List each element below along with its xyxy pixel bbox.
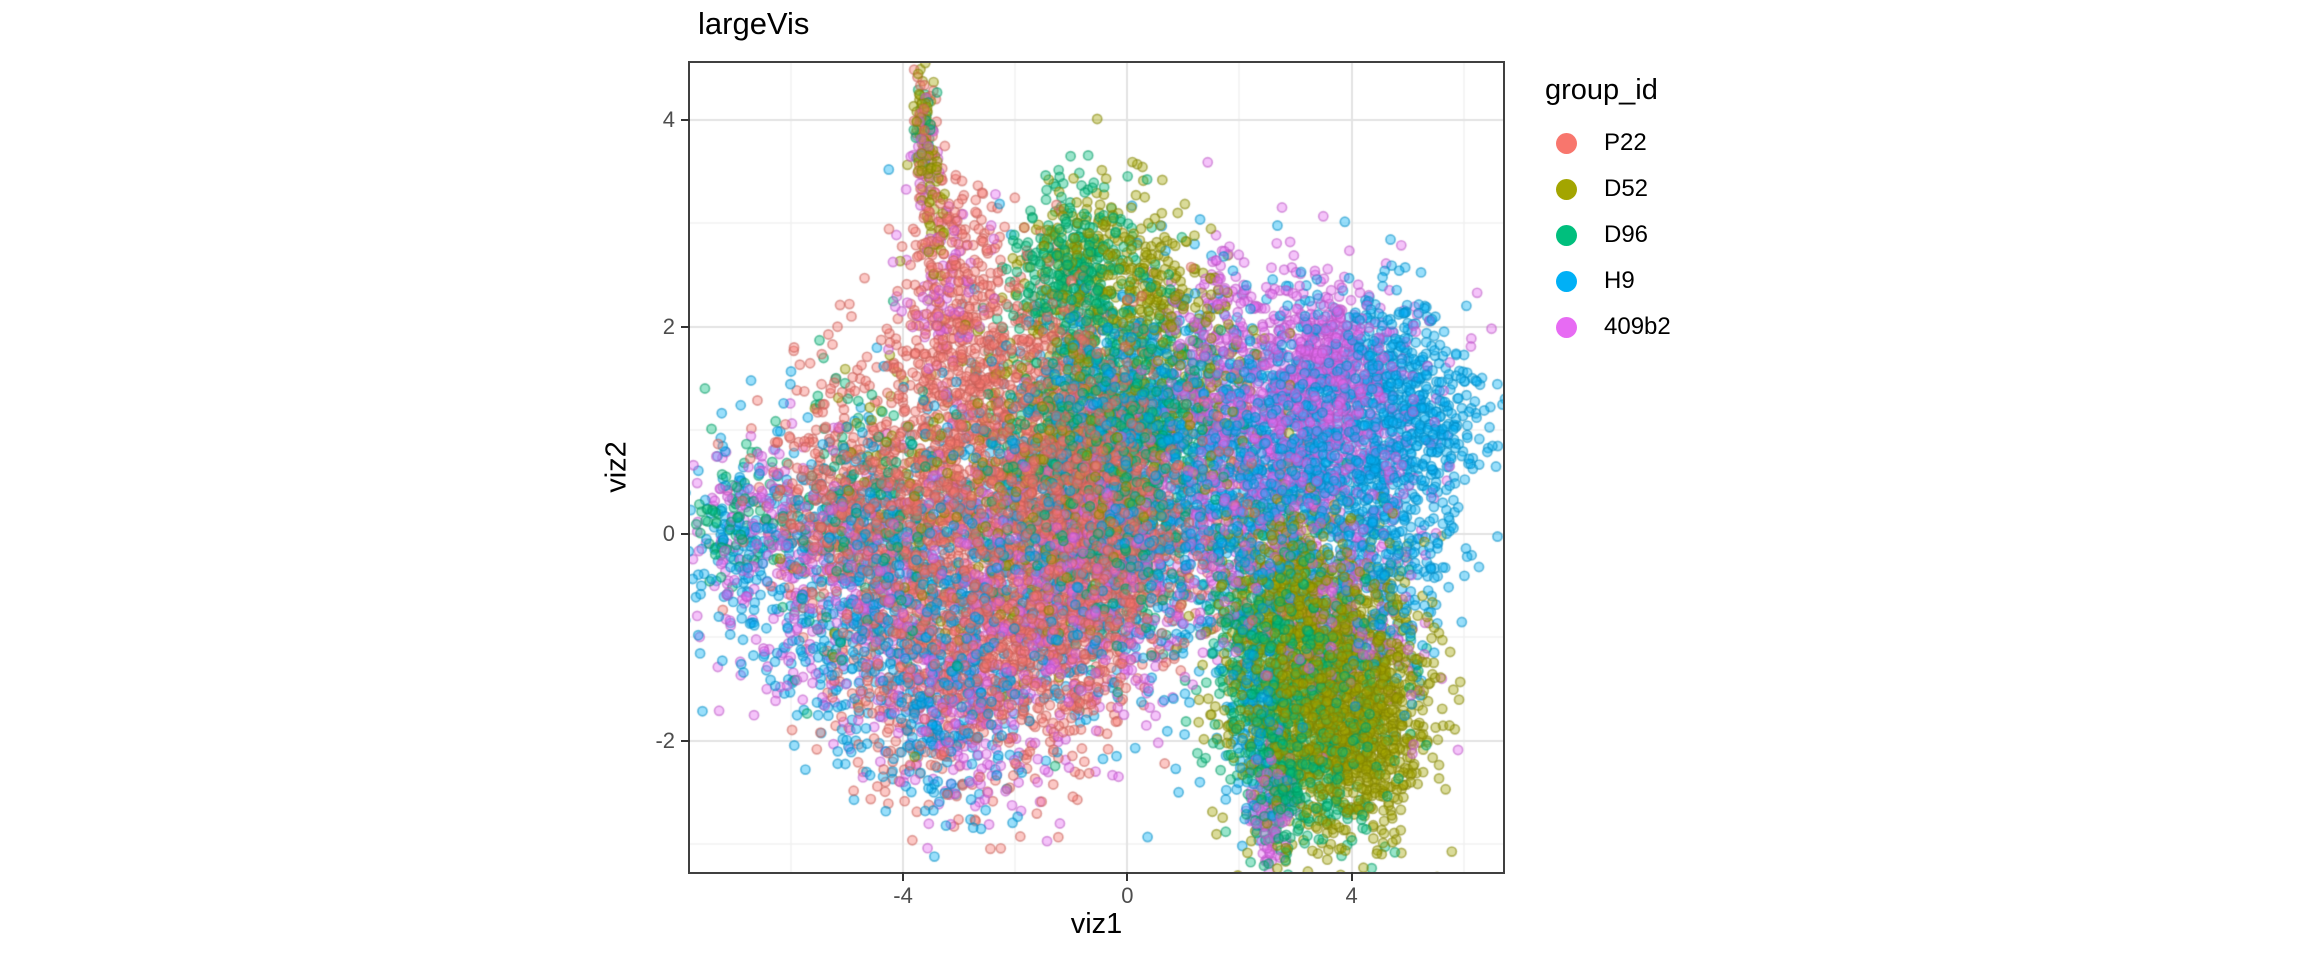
x-tick-label: 0 (1121, 883, 1134, 908)
legend-swatch-icon (1556, 270, 1577, 292)
legend-item: P22 (1545, 126, 1671, 160)
y-axis-title: viz2 (600, 441, 633, 493)
legend-swatch-icon (1556, 224, 1577, 246)
y-tick-mark (681, 325, 690, 328)
y-tick-mark (681, 532, 690, 535)
y-tick-label: 2 (662, 313, 675, 339)
plot-panel (688, 61, 1505, 874)
x-axis-title: viz1 (1070, 908, 1123, 940)
y-tick-label: 4 (662, 106, 675, 132)
plot-title: largeVis (698, 6, 810, 41)
legend-label: P22 (1604, 129, 1647, 156)
x-tick-label: -4 (893, 883, 913, 908)
legend-label: D52 (1604, 175, 1649, 202)
x-tick-mark (902, 872, 905, 881)
legend-items: P22 D52 D96 H9 409b2 (1545, 126, 1671, 344)
legend-item: 409b2 (1545, 310, 1671, 344)
legend-item: H9 (1545, 264, 1671, 298)
y-tick-label: -2 (655, 727, 675, 753)
legend-title: group_id (1545, 74, 1658, 106)
legend-item: D52 (1545, 172, 1671, 206)
legend-item: D96 (1545, 218, 1671, 252)
x-tick-mark (1350, 872, 1353, 881)
y-tick-label: 0 (662, 520, 675, 546)
legend-swatch-icon (1556, 178, 1577, 200)
legend-swatch-icon (1556, 316, 1577, 338)
legend-label: H9 (1604, 267, 1635, 294)
legend-label: D96 (1604, 221, 1649, 248)
x-tick-mark (1126, 872, 1129, 881)
x-tick-label: 4 (1345, 883, 1358, 908)
legend-swatch-icon (1556, 132, 1577, 154)
y-tick-mark (681, 739, 690, 742)
y-tick-mark (681, 118, 690, 121)
scatter-canvas (690, 63, 1503, 872)
legend-label: 409b2 (1604, 313, 1671, 340)
legend: group_id P22 D52 D96 H9 409b2 (1545, 74, 1671, 356)
